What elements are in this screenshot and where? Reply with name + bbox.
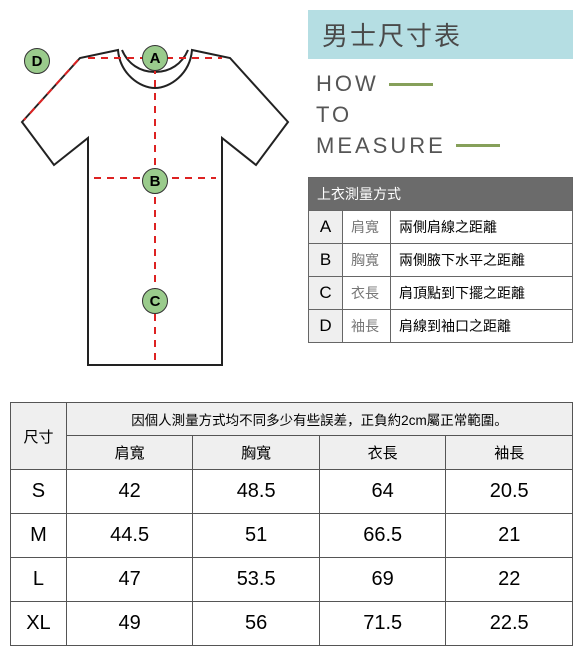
- def-row: D袖長肩線到袖口之距離: [309, 310, 573, 343]
- size-value: 56: [193, 602, 320, 646]
- def-id: A: [309, 211, 343, 244]
- howto-dash: [389, 83, 433, 86]
- marker-b: B: [142, 168, 168, 194]
- size-value: 49: [66, 602, 193, 646]
- size-col: 衣長: [319, 436, 446, 470]
- marker-a: A: [142, 45, 168, 71]
- def-row: C衣長肩頂點到下擺之距離: [309, 277, 573, 310]
- size-value: 47: [66, 558, 193, 602]
- size-value: 44.5: [66, 514, 193, 558]
- size-label: XL: [11, 602, 67, 646]
- howto-line: MEASURE: [316, 131, 565, 162]
- size-value: 20.5: [446, 470, 573, 514]
- size-col: 袖長: [446, 436, 573, 470]
- title-text: 男士尺寸表: [322, 21, 462, 51]
- marker-d: D: [24, 48, 50, 74]
- howto-block: HOW TO MEASURE: [308, 65, 573, 171]
- def-name: 胸寬: [343, 244, 391, 277]
- size-col: 胸寬: [193, 436, 320, 470]
- size-value: 66.5: [319, 514, 446, 558]
- size-col: 肩寬: [66, 436, 193, 470]
- def-name: 衣長: [343, 277, 391, 310]
- size-label: S: [11, 470, 67, 514]
- howto-dash: [456, 144, 500, 147]
- size-value: 21: [446, 514, 573, 558]
- size-row: L4753.56922: [11, 558, 573, 602]
- size-note: 因個人測量方式均不同多少有些誤差，正負約2cm屬正常範圍。: [66, 403, 572, 436]
- top-section: ABCD 男士尺寸表 HOW TO MEASURE 上衣測量方式 A肩寬兩側肩線…: [10, 10, 573, 390]
- def-id: B: [309, 244, 343, 277]
- size-value: 51: [193, 514, 320, 558]
- def-desc: 兩側腋下水平之距離: [391, 244, 573, 277]
- howto-line: HOW: [316, 69, 565, 100]
- def-row: B胸寬兩側腋下水平之距離: [309, 244, 573, 277]
- size-value: 22: [446, 558, 573, 602]
- size-value: 53.5: [193, 558, 320, 602]
- def-row: A肩寬兩側肩線之距離: [309, 211, 573, 244]
- right-column: 男士尺寸表 HOW TO MEASURE 上衣測量方式 A肩寬兩側肩線之距離B胸…: [308, 10, 573, 343]
- howto-line: TO: [316, 100, 565, 131]
- definition-table: 上衣測量方式 A肩寬兩側肩線之距離B胸寬兩側腋下水平之距離C衣長肩頂點到下擺之距…: [308, 177, 573, 343]
- size-label: L: [11, 558, 67, 602]
- size-corner: 尺寸: [11, 403, 67, 470]
- title-bar: 男士尺寸表: [308, 10, 573, 59]
- size-table: 尺寸 因個人測量方式均不同多少有些誤差，正負約2cm屬正常範圍。 肩寬胸寬衣長袖…: [10, 402, 573, 646]
- def-header: 上衣測量方式: [309, 178, 573, 211]
- size-label: M: [11, 514, 67, 558]
- tshirt-diagram: A B C D: [10, 10, 300, 390]
- size-value: 48.5: [193, 470, 320, 514]
- size-row: M44.55166.521: [11, 514, 573, 558]
- size-row: S4248.56420.5: [11, 470, 573, 514]
- size-value: 22.5: [446, 602, 573, 646]
- def-name: 袖長: [343, 310, 391, 343]
- size-row: XL495671.522.5: [11, 602, 573, 646]
- def-id: D: [309, 310, 343, 343]
- def-desc: 肩頂點到下擺之距離: [391, 277, 573, 310]
- size-value: 69: [319, 558, 446, 602]
- marker-c: C: [142, 288, 168, 314]
- def-desc: 肩線到袖口之距離: [391, 310, 573, 343]
- def-name: 肩寬: [343, 211, 391, 244]
- size-value: 64: [319, 470, 446, 514]
- def-desc: 兩側肩線之距離: [391, 211, 573, 244]
- size-value: 42: [66, 470, 193, 514]
- def-id: C: [309, 277, 343, 310]
- size-value: 71.5: [319, 602, 446, 646]
